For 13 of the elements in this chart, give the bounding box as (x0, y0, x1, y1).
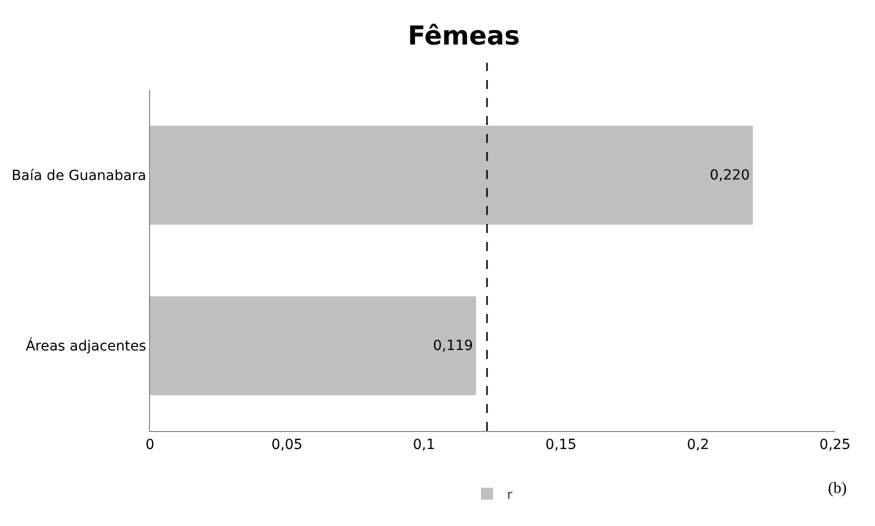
y-tick-label: Baía de Guanabara (12, 168, 146, 184)
x-tick-label: 0 (146, 436, 154, 453)
x-tick-label: 0,2 (686, 436, 710, 453)
chart-title: Fêmeas (408, 22, 520, 52)
x-tick-label: 0,25 (819, 436, 851, 453)
text: (b) (828, 480, 847, 497)
data-label: 0,220 (710, 167, 750, 184)
x-tick-label: 0,1 (412, 436, 436, 453)
data-label: 0,119 (432, 338, 474, 354)
x-tick-label: 0,05 (271, 436, 303, 453)
x-tick-label: 0,15 (545, 436, 577, 453)
legend-label: r (507, 488, 513, 503)
y-tick-label: Áreas adjacentes (26, 338, 146, 355)
